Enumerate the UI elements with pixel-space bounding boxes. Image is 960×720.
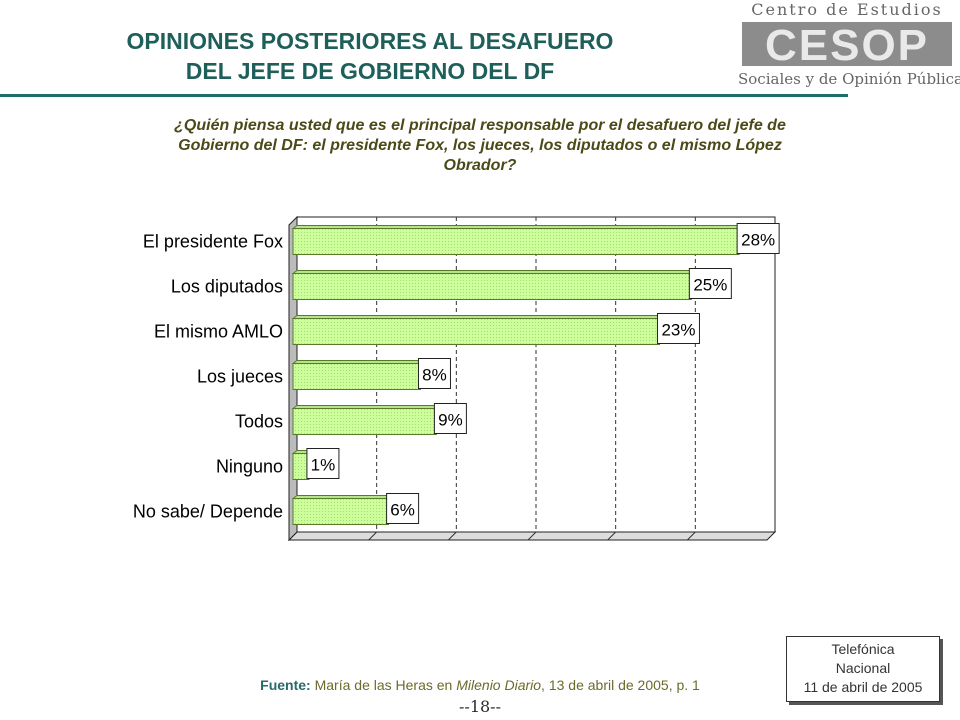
survey-type-line-1: Telefónica bbox=[831, 641, 895, 657]
data-label: 28% bbox=[741, 231, 775, 250]
cesop-logo: Centro de Estudios CESOP Sociales y de O… bbox=[738, 0, 960, 92]
source-citation: Fuente: María de las Heras en Milenio Di… bbox=[0, 677, 960, 693]
category-label: El mismo AMLO bbox=[154, 322, 283, 342]
data-label: 8% bbox=[422, 366, 447, 385]
source-label: Fuente: bbox=[260, 677, 311, 693]
data-label-box bbox=[386, 493, 420, 524]
logo-mark-text: CESOP bbox=[765, 21, 929, 70]
axis-tick bbox=[447, 531, 457, 541]
title-line-2: DEL JEFE DE GOBIERNO DEL DF bbox=[185, 58, 555, 84]
data-label-box bbox=[656, 313, 700, 344]
data-label: 9% bbox=[438, 411, 463, 430]
source-text-after: , 13 de abril de 2005, p. 1 bbox=[541, 677, 700, 693]
data-label-box bbox=[736, 223, 780, 254]
data-label: 6% bbox=[390, 501, 415, 520]
data-label: 25% bbox=[693, 276, 727, 295]
bar bbox=[292, 498, 390, 525]
axis-tick bbox=[607, 531, 617, 541]
header-divider bbox=[0, 94, 848, 97]
source-text-before: María de las Heras en bbox=[310, 677, 457, 693]
data-label-box bbox=[688, 268, 732, 299]
bar bbox=[292, 318, 660, 345]
data-label: 23% bbox=[661, 321, 695, 340]
category-label: Todos bbox=[235, 412, 283, 432]
bar bbox=[292, 273, 692, 300]
source-publication: Milenio Diario bbox=[456, 677, 542, 693]
data-label: 1% bbox=[311, 456, 336, 475]
bar bbox=[292, 228, 740, 255]
bar bbox=[292, 408, 437, 435]
survey-type-line-2: Nacional bbox=[835, 660, 891, 676]
data-label-box bbox=[433, 403, 467, 434]
title-line-1: OPINIONES POSTERIORES AL DESAFUERO bbox=[126, 28, 614, 54]
category-label: El presidente Fox bbox=[143, 232, 283, 252]
data-label-box bbox=[417, 358, 451, 389]
axis-tick bbox=[686, 531, 696, 541]
page-title: OPINIONES POSTERIORES AL DESAFUERO DEL J… bbox=[60, 26, 680, 86]
survey-date: 11 de abril de 2005 bbox=[803, 679, 923, 695]
survey-info-box: Telefónica Nacional 11 de abril de 2005 bbox=[786, 636, 940, 702]
logo-top-text: Centro de Estudios bbox=[751, 0, 943, 19]
data-label-box bbox=[306, 448, 340, 479]
logo-bottom-text: Sociales y de Opinión Pública bbox=[738, 70, 960, 88]
category-label: Los jueces bbox=[197, 367, 283, 387]
logo-mark: CESOP bbox=[742, 21, 952, 70]
bar bbox=[292, 363, 421, 390]
category-label: No sabe/ Depende bbox=[133, 502, 283, 522]
logo-band bbox=[742, 22, 952, 66]
bar-chart: El presidente Fox 28% Los diputados 25% El m… bbox=[133, 215, 780, 542]
axis-tick bbox=[368, 531, 378, 541]
survey-question: ¿Quién piensa usted que es el principal … bbox=[174, 117, 786, 174]
category-label: Los diputados bbox=[171, 277, 283, 297]
category-label: Ninguno bbox=[216, 457, 283, 477]
page-number: --18-- bbox=[459, 697, 501, 716]
axis-tick bbox=[527, 531, 537, 541]
